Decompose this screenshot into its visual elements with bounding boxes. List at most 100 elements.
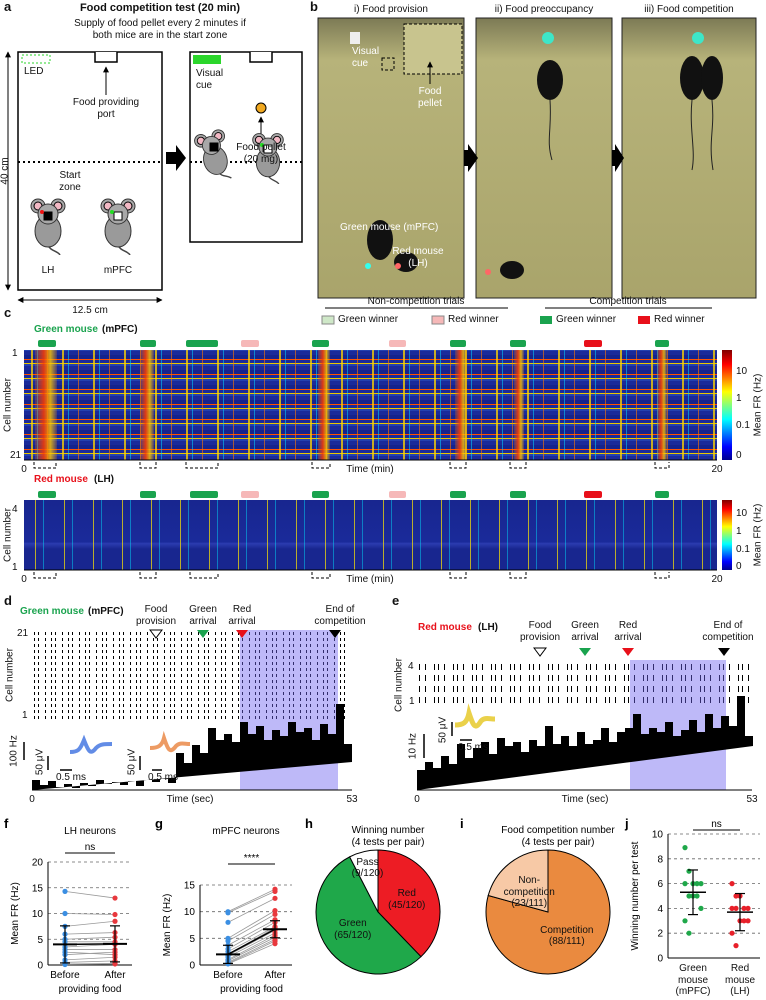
- pair-line: [227, 932, 276, 958]
- axis-label: Time (sec): [561, 794, 609, 805]
- photo-title: i) Food provision: [354, 4, 428, 15]
- panel-letter: c: [4, 305, 12, 320]
- dot: [682, 881, 688, 887]
- x-tick-label: 0: [21, 464, 27, 475]
- panel-letter: d: [4, 593, 12, 608]
- label: LH: [41, 265, 55, 276]
- y-tick-label: 21: [10, 450, 22, 461]
- dot: [729, 905, 735, 912]
- legend-entry: Green winner: [338, 314, 399, 325]
- y-tick-label: 15: [32, 883, 44, 894]
- slice-value: (9/120): [351, 868, 384, 880]
- pair-line: [64, 920, 116, 927]
- colorbar-tick: 1: [736, 526, 742, 537]
- dot: [733, 943, 739, 949]
- y-tick-label: 10: [32, 909, 44, 920]
- slice-category: Green: [338, 918, 367, 930]
- pair-line: [64, 932, 116, 935]
- neuron-point: [225, 938, 231, 944]
- label: Red mouse (LH): [392, 246, 444, 269]
- y-tick-label: 6: [657, 879, 663, 890]
- slice-category: Non-competition: [503, 875, 555, 898]
- chart-subtitle: (4 tests per pair): [522, 837, 595, 848]
- axis-label: Mean FR (Hz): [162, 894, 173, 957]
- dot: [686, 893, 692, 899]
- colorbar: [722, 350, 732, 460]
- dot: [729, 881, 735, 887]
- panel-d-e-drawing: [23, 629, 753, 791]
- y-tick-label: 15: [184, 881, 196, 892]
- y-tick-label: 10: [184, 907, 196, 918]
- heat-band: [514, 350, 524, 460]
- y-tick-label: 0: [189, 961, 195, 972]
- mouse-name: Red mouse: [34, 474, 88, 485]
- neuron-point: [272, 895, 278, 901]
- chart-title: LH neurons: [64, 826, 116, 837]
- colorbar-label: Mean FR (Hz): [752, 503, 764, 567]
- dot: [686, 930, 692, 936]
- mouse-name: Green mouse: [20, 606, 84, 617]
- pair-line: [227, 929, 276, 956]
- pair-line: [227, 943, 276, 965]
- neuron-point: [62, 888, 68, 894]
- scale-label: 0.5 ms: [148, 772, 179, 783]
- event-label: Red arrival: [614, 620, 642, 643]
- y-tick-label: 4: [408, 661, 414, 672]
- pair-line: [227, 919, 276, 946]
- axis-label: Cell number: [2, 378, 14, 432]
- panel-letter: f: [4, 816, 9, 831]
- legend-title: Non-competition trials: [367, 296, 465, 307]
- axis-label: Time (min): [346, 464, 394, 475]
- colorbar-tick: 0: [736, 450, 742, 461]
- event-label: Green arrival: [189, 604, 217, 627]
- label: mPFC: [103, 265, 133, 276]
- mouse-region: (LH): [478, 622, 498, 633]
- axis-label: Time (sec): [166, 794, 214, 805]
- pair-line: [227, 913, 276, 942]
- neuron-point: [272, 911, 278, 917]
- slice-value: (45/120): [388, 899, 426, 911]
- dot: [682, 845, 688, 851]
- y-tick-label: 10: [652, 830, 664, 841]
- dot: [733, 905, 739, 912]
- panel-letter: g: [155, 816, 163, 831]
- chart-title: mPFC neurons: [212, 826, 279, 837]
- event-label: Red arrival: [228, 604, 256, 627]
- y-tick-label: 20: [32, 858, 44, 869]
- neuron-point: [112, 961, 118, 967]
- panel-title: Food competition test (20 min): [79, 2, 241, 14]
- pair-line: [227, 939, 276, 963]
- heat-band: [140, 350, 154, 460]
- y-tick-label: 0: [657, 954, 663, 965]
- dot: [745, 905, 751, 912]
- colorbar-tick: 10: [736, 366, 748, 377]
- pair-line: [227, 921, 276, 950]
- slice-label: Green (65/120): [321, 918, 385, 941]
- label: Food providing port: [72, 97, 140, 120]
- y-tick-label: 1: [12, 348, 18, 359]
- mouse-name: Red mouse: [418, 622, 472, 633]
- axis-label: Mean FR (Hz): [10, 882, 21, 945]
- significance: ****: [244, 853, 260, 864]
- slice-value: (65/120): [334, 929, 372, 941]
- mean-line: [227, 928, 276, 955]
- legend-title: Competition trials: [589, 296, 667, 307]
- panel-letter: i: [460, 816, 464, 831]
- label: Visual cue: [352, 46, 380, 69]
- pie-slice: [487, 849, 549, 913]
- y-tick-label: 5: [189, 934, 195, 945]
- slice-value: (88/111): [548, 936, 585, 948]
- neuron-point: [225, 919, 231, 925]
- scale-label: 0.5 ms: [458, 742, 489, 753]
- colorbar-tick: 0.1: [736, 420, 750, 431]
- dot: [729, 930, 735, 936]
- label: Food pellet: [418, 86, 442, 109]
- pie-slice: [377, 849, 441, 958]
- legend-entry: Red winner: [448, 314, 499, 325]
- heatmap-red: [24, 500, 717, 570]
- heat-band: [35, 350, 57, 460]
- pie-slice: [315, 856, 422, 975]
- spike-raster: [34, 632, 350, 722]
- colorbar-tick: 1: [736, 393, 742, 404]
